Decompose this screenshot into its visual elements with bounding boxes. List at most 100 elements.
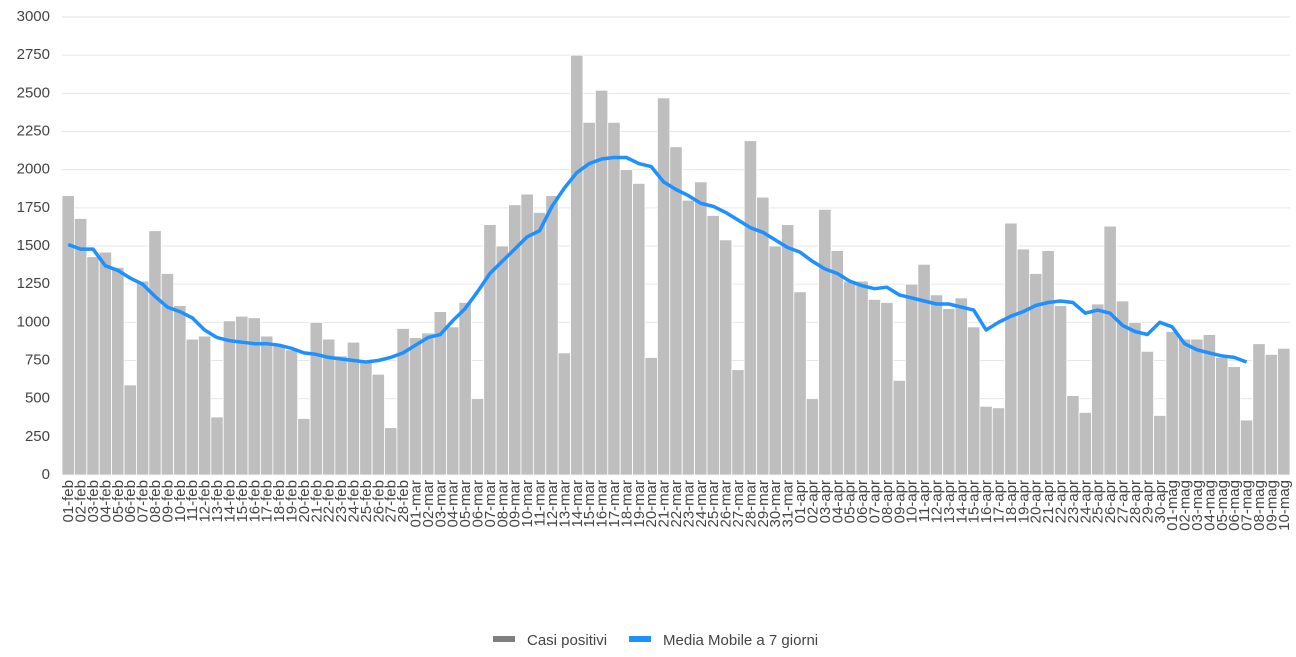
x-tick-label: 21-apr <box>1040 480 1057 523</box>
x-tick-label: 03-feb <box>85 480 102 523</box>
x-tick-label: 08-apr <box>879 480 896 523</box>
bar <box>1078 412 1092 476</box>
bar <box>979 405 993 476</box>
x-tick-label: 12-mar <box>544 480 561 528</box>
bar <box>991 407 1006 476</box>
bar <box>843 280 857 476</box>
x-tick-label: 20-feb <box>296 480 313 523</box>
bar <box>942 308 956 476</box>
x-tick-label: 27-mar <box>730 480 747 528</box>
bar <box>830 250 844 476</box>
x-tick-label: 17-apr <box>991 480 1008 523</box>
bar <box>483 224 497 476</box>
x-tick-label: 28-apr <box>1127 480 1144 523</box>
x-tick-label: 05-feb <box>110 480 127 523</box>
bar <box>260 335 274 476</box>
bar <box>198 335 212 476</box>
bar <box>136 280 150 476</box>
x-tick-label: 05-apr <box>842 480 859 523</box>
bar <box>384 427 398 476</box>
bar <box>1227 366 1241 476</box>
x-tick-label: 24-apr <box>1077 480 1094 523</box>
x-tick-label: 31-mar <box>780 480 797 528</box>
bar <box>371 373 385 476</box>
x-tick-label: 14-apr <box>953 480 970 523</box>
legend: Casi positivi Media Mobile a 7 giorni <box>493 632 818 649</box>
bar <box>582 121 596 476</box>
bar <box>681 199 696 476</box>
x-tick-label: 07-feb <box>135 480 152 523</box>
x-tick-label: 01-mar <box>408 480 425 528</box>
x-tick-label: 24-feb <box>345 480 362 523</box>
bar <box>98 251 113 476</box>
bar <box>1128 321 1142 476</box>
x-tick-label: 10-mag <box>1276 480 1293 531</box>
x-tick-label: 30-apr <box>1152 480 1169 523</box>
x-tick-label: 22-feb <box>321 480 338 523</box>
bar <box>1103 225 1117 476</box>
x-tick-label: 11-feb <box>184 480 201 521</box>
y-tick-label: 1750 <box>17 199 50 216</box>
x-tick-label: 06-apr <box>854 480 871 523</box>
x-tick-label: 25-mar <box>705 480 722 528</box>
bar <box>967 326 981 476</box>
x-tick-label: 07-mar <box>482 480 499 528</box>
x-tick-label: 19-feb <box>283 480 300 523</box>
x-tick-label: 25-feb <box>358 480 375 523</box>
x-tick-label: 23-feb <box>333 480 350 523</box>
y-tick-label: 250 <box>25 428 50 445</box>
x-tick-label: 17-feb <box>259 480 276 523</box>
x-tick-label: 09-apr <box>891 480 908 523</box>
x-tick-label: 10-apr <box>904 480 921 523</box>
bar <box>781 224 795 476</box>
x-tick-label: 02-mar <box>420 480 437 528</box>
bar <box>495 245 509 476</box>
x-tick-label: 05-mar <box>457 480 474 528</box>
bar <box>867 299 882 476</box>
x-tick-label: 01-feb <box>60 480 77 523</box>
bar <box>905 283 919 476</box>
x-tick-label: 21-feb <box>308 480 325 523</box>
bar <box>731 369 745 476</box>
bar <box>1177 338 1192 476</box>
bar <box>1239 419 1254 476</box>
bar <box>818 208 832 476</box>
bar <box>210 416 224 476</box>
bar <box>619 169 633 476</box>
legend-label: Media Mobile a 7 giorni <box>663 632 818 649</box>
y-tick-label: 2000 <box>17 161 50 178</box>
x-tick-label: 28-mar <box>742 480 759 528</box>
bar <box>1004 222 1018 476</box>
x-tick-label: 08-feb <box>147 480 164 523</box>
bar <box>1053 305 1068 476</box>
x-tick-label: 21-mar <box>656 480 673 528</box>
bar <box>805 398 820 476</box>
y-tick-label: 1000 <box>17 313 50 330</box>
x-tick-label: 26-mar <box>718 480 735 528</box>
x-tick-label: 22-mar <box>668 480 685 528</box>
bar <box>86 256 100 476</box>
bar <box>855 280 869 476</box>
x-tick-label: 08-mar <box>494 480 511 528</box>
x-tick-label: 25-apr <box>1090 480 1107 523</box>
bar <box>74 218 88 476</box>
y-tick-label: 750 <box>25 351 50 368</box>
line <box>67 155 1248 364</box>
x-tick-label: 13-feb <box>209 480 226 523</box>
x-tick-label: 03-mar <box>432 480 449 528</box>
x-tick-label: 09-mar <box>507 480 524 528</box>
bar <box>768 245 782 476</box>
y-tick-label: 2500 <box>17 84 50 101</box>
x-tick-label: 15-mar <box>581 480 598 528</box>
x-tick-label: 03-mag <box>1189 480 1206 531</box>
x-tick-label: 15-apr <box>966 480 983 523</box>
x-tick-label: 26-apr <box>1102 480 1119 523</box>
bar <box>719 239 733 476</box>
x-tick-label: 06-mag <box>1226 480 1243 531</box>
bar <box>1215 357 1229 476</box>
bar <box>272 344 286 476</box>
bar <box>470 398 485 476</box>
x-tick-label: 17-mar <box>606 480 623 528</box>
bar <box>669 146 683 476</box>
bar <box>1066 395 1080 476</box>
